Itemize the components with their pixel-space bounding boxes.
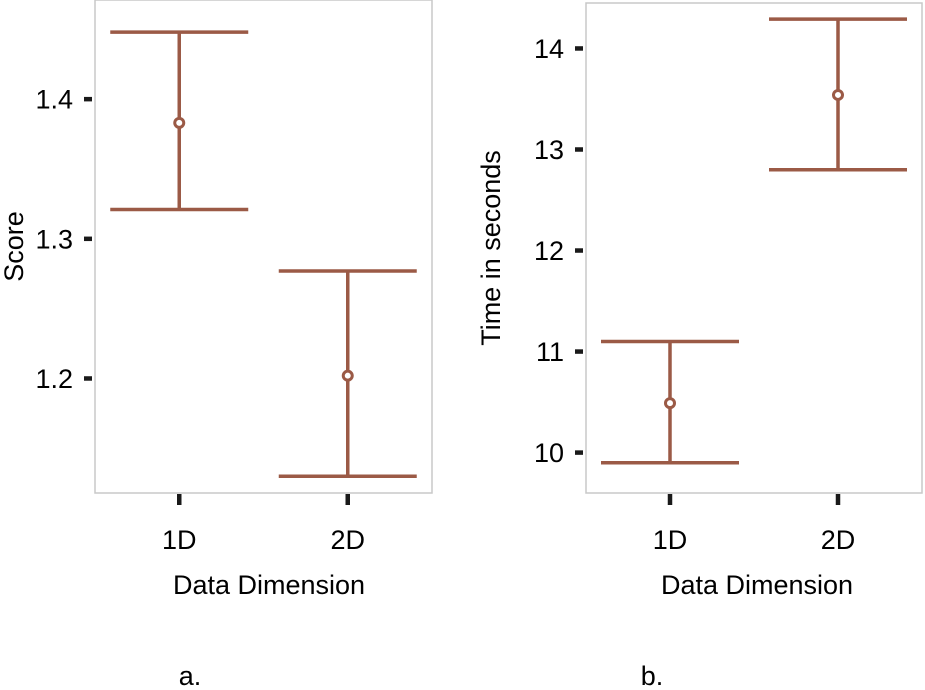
mean-point	[832, 88, 844, 101]
y-axis-title: Score	[0, 211, 29, 282]
y-tick-label: 1.4	[35, 85, 73, 115]
x-axis-title: Data Dimension	[661, 570, 853, 600]
mean-point	[341, 369, 354, 382]
x-axis-title: Data Dimension	[173, 570, 365, 600]
panel-caption: a.	[179, 661, 202, 690]
y-tick-label: 1.2	[35, 364, 73, 394]
y-tick-label: 1.3	[35, 224, 73, 254]
panel-caption: b.	[641, 661, 664, 690]
panel-b: 10 11 12 13 14 1D 2D Data Dimension Time in seco…	[476, 2, 923, 690]
mean-point	[664, 397, 676, 410]
y-tick-label: 13	[534, 135, 564, 165]
y-tick-label: 10	[534, 438, 564, 468]
x-tick-label: 1D	[162, 525, 197, 555]
x-tick-label: 2D	[821, 525, 856, 555]
panel-a: 1.2 1.3 1.4 1D 2D Data Dimension Score a.	[0, 0, 433, 690]
y-tick-label: 14	[534, 34, 564, 64]
y-tick-label: 11	[536, 337, 564, 367]
y-tick-label: 12	[534, 236, 564, 266]
x-tick-label: 1D	[653, 525, 688, 555]
x-tick-label: 2D	[330, 525, 365, 555]
y-axis-title: Time in seconds	[476, 150, 506, 346]
plot-panel	[585, 2, 923, 494]
mean-point	[173, 116, 186, 129]
plot-panel	[94, 0, 433, 494]
